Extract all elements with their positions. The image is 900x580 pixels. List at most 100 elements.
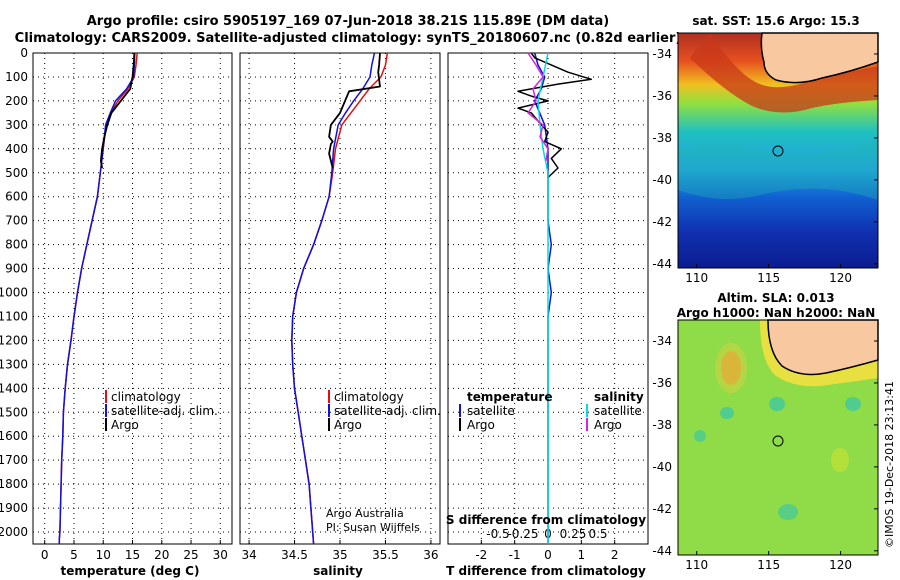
x-tick-label: 34.5 [281,548,308,562]
map-y-tick-label: -38 [652,131,672,145]
depth-tick-label: 1300 [0,357,28,371]
legend-argo-label: Argo [334,418,362,432]
temperature-legend: climatology satellite-adj. clim. Argo [105,390,218,432]
legend-climatology-label: climatology [111,390,181,404]
depth-tick-label: 1700 [0,453,28,467]
sla-map-title1: Altim. SLA: 0.013 [717,291,834,305]
salinity-panel: 34 34.5 35 35.5 36 salinity climatology sate… [239,52,441,578]
salinity-grid [240,53,440,544]
depth-tick-label: 1400 [0,381,28,395]
x-tick-label: 2 [611,548,619,562]
x-tick-label: 1 [578,548,586,562]
legend-s-argo-label: Argo [594,418,622,432]
sst-map-y-ticks: -34 -36 -38 -40 -42 -44 [652,47,878,271]
series-line-salinity-satellite [537,52,549,544]
sla-high-halo [715,343,747,393]
temperature-grid [33,53,232,544]
salinity-legend: climatology satellite-adj. clim. Argo [328,390,441,432]
map-x-tick-label: 120 [829,271,852,285]
legend-s-satellite-label: satellite [594,404,642,418]
depth-tick-label: 1200 [0,333,28,347]
temperature-series [58,52,138,544]
depth-tick-label: 600 [5,190,28,204]
figure-title-line2: Climatology: CARS2009. Satellite-adjuste… [15,31,682,46]
sla-map-panel: Altim. SLA: 0.013 Argo h1000: NaN h2000:… [652,291,879,572]
legend-satellite-label: satellite-adj. clim. [334,404,441,418]
depth-tick-label: 300 [5,118,28,132]
depth-tick-label: 500 [5,166,28,180]
depth-tick-label: 2000 [0,525,28,539]
legend-t-argo-label: Argo [467,418,495,432]
difference-panel: -2 -1 0 1 2 -0.5-0.25 0 0.25 0.5 T difference f… [446,52,649,578]
depth-tick-label: 1100 [0,309,28,323]
series-line-salinity-argo [527,52,549,161]
salinity-x-ticks: 34 34.5 35 35.5 36 [241,540,439,562]
sst-map-x-ticks: 110 115 120 [685,264,852,285]
depth-tick-label: 700 [5,214,28,228]
depth-tick-label: 1900 [0,501,28,515]
x-tick-label: 20 [154,548,169,562]
depth-axis-labels: 0 100 200 300 400 500 600 700 800 900 1000 1100 1200… [0,46,28,539]
sla-land-mass [767,319,879,376]
temperature-x-label: temperature (deg C) [61,564,200,578]
map-y-tick-label: -34 [652,47,672,61]
series-line-satellite-adj-clim- [58,52,136,544]
sla-map-frame [677,319,879,556]
sla-map-x-ticks: 110 115 120 [685,551,852,572]
legend-temperature-title: temperature [467,390,552,404]
map-y-tick-label: -36 [652,89,672,103]
legend-argo-label: Argo [111,418,139,432]
salinity-series [291,52,389,545]
salinity-x-label: salinity [313,564,363,578]
map-y-tick-label: -40 [652,173,672,187]
difference-legend: temperature satellite Argo salinity sate… [459,390,644,432]
sst-map-frame [677,32,879,269]
map-x-tick-label: 115 [757,271,780,285]
map-x-tick-label: 120 [829,558,852,572]
sst-land-mass [760,32,879,84]
map-x-tick-label: 110 [685,558,708,572]
sla-low-anomaly-5 [778,504,798,520]
legend-climatology-label: climatology [334,390,404,404]
sst-map-title: sat. SST: 15.6 Argo: 15.3 [692,14,859,28]
x-tick-label: 36 [423,548,438,562]
series-line-temperature-argo [517,52,593,179]
depth-tick-label: 100 [5,70,28,84]
sla-argo-location-marker [772,435,784,447]
legend-salinity-title: salinity [594,390,644,404]
map-x-tick-label: 115 [757,558,780,572]
x-tick-label: 25 [183,548,198,562]
depth-tick-label: 1500 [0,405,28,419]
sst-warm-band [690,33,878,113]
legend-t-satellite-label: satellite [467,404,515,418]
figure-title-line1: Argo profile: csiro 5905197_169 07-Jun-2… [87,14,609,29]
sla-low-anomaly-2 [769,397,785,411]
x-tick-label: 15 [125,548,140,562]
sla-low-anomaly-1 [720,407,734,419]
map-y-tick-label: -36 [652,376,672,390]
map-y-tick-label: -42 [652,502,672,516]
depth-tick-label: 200 [5,94,28,108]
credit-institution: Argo Australia [326,507,404,520]
depth-tick-label: 800 [5,238,28,252]
depth-tick-label: 400 [5,142,28,156]
series-line-argo [100,52,136,169]
map-y-tick-label: -34 [652,334,672,348]
s-difference-label: S difference from climatology [446,513,646,527]
sla-mid-anomaly [831,448,849,472]
depth-tick-label: 1800 [0,477,28,491]
x-tick-label: 10 [96,548,111,562]
x-tick-label: 30 [213,548,228,562]
s-diff-tick-label: -0.25 [507,527,538,541]
salinity-difference-ticks: -0.5-0.25 0 0.25 0.5 [486,527,607,541]
map-y-tick-label: -44 [652,544,672,558]
sla-low-anomaly-3 [845,397,861,411]
x-tick-label: 35.5 [372,548,399,562]
depth-tick-label: 0 [20,46,28,60]
sst-argo-location-marker [772,145,784,157]
x-tick-label: 0 [544,548,552,562]
map-y-tick-label: -44 [652,257,672,271]
s-diff-tick-label: 0.25 [560,527,587,541]
credit-pi: PI: Susan Wijffels [326,521,420,534]
